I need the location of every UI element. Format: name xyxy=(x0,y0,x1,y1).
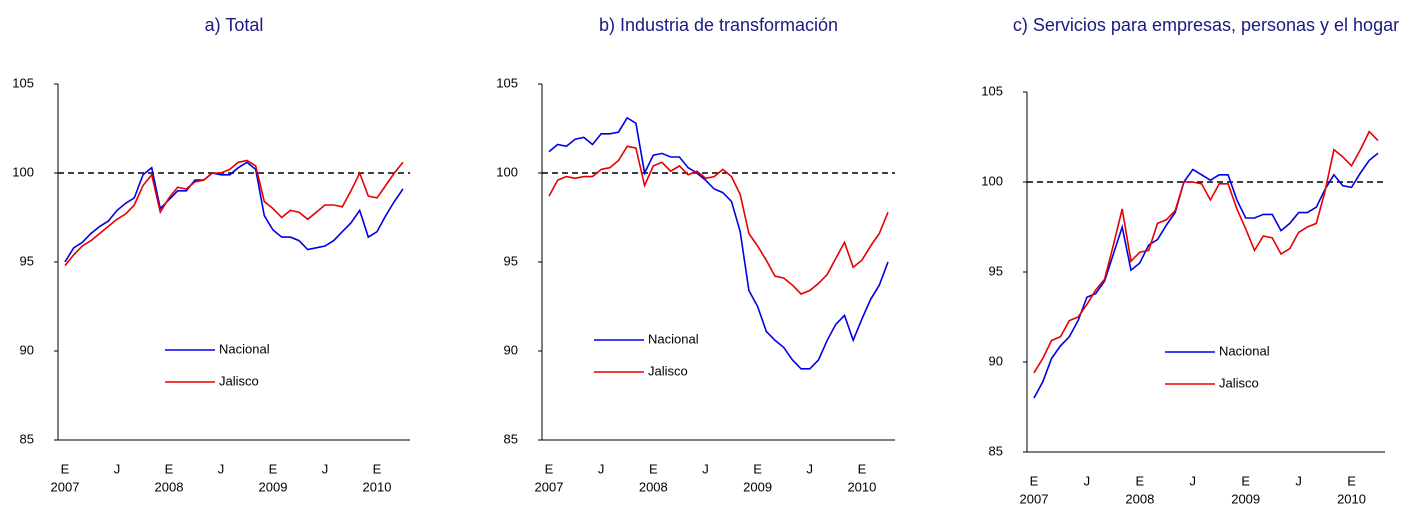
legend-label: Jalisco xyxy=(219,373,259,388)
x-tick-label: E xyxy=(1241,473,1250,488)
chart-title: c) Servicios para empresas, personas y e… xyxy=(1012,15,1400,35)
y-tick-label: 105 xyxy=(981,83,1003,98)
x-year-label: 2010 xyxy=(847,479,876,494)
x-tick-label: E xyxy=(1136,473,1145,488)
y-tick-label: 85 xyxy=(989,443,1003,458)
x-tick-label: J xyxy=(218,461,225,476)
x-tick-label: J xyxy=(322,461,329,476)
series-line xyxy=(548,116,889,370)
x-tick-label: E xyxy=(61,461,70,476)
chart-title: a) Total xyxy=(204,15,264,35)
x-year-label: 2007 xyxy=(1020,491,1049,506)
x-year-label: 2008 xyxy=(639,479,668,494)
y-tick-label: 95 xyxy=(504,253,518,268)
y-tick-label: 90 xyxy=(504,342,518,357)
x-tick-label: E xyxy=(1347,473,1356,488)
y-tick-label: 105 xyxy=(496,75,518,90)
x-tick-label: J xyxy=(807,461,814,476)
y-tick-label: 85 xyxy=(20,431,34,446)
y-tick-label: 90 xyxy=(20,342,34,357)
x-year-label: 2010 xyxy=(1337,491,1366,506)
x-tick-label: E xyxy=(545,461,554,476)
x-tick-label: J xyxy=(1084,473,1091,488)
series-line xyxy=(548,145,889,295)
x-tick-label: E xyxy=(858,461,867,476)
y-tick-label: 105 xyxy=(12,75,34,90)
x-tick-label: E xyxy=(1030,473,1039,488)
x-tick-label: J xyxy=(702,461,709,476)
x-tick-label: E xyxy=(165,461,174,476)
x-year-label: 2009 xyxy=(1231,491,1260,506)
series-line xyxy=(64,159,404,267)
x-year-label: 2008 xyxy=(1125,491,1154,506)
y-tick-label: 85 xyxy=(504,431,518,446)
x-year-label: 2007 xyxy=(535,479,564,494)
legend-label: Jalisco xyxy=(648,363,688,378)
x-year-label: 2007 xyxy=(51,479,80,494)
series-line xyxy=(1033,152,1379,399)
x-tick-label: J xyxy=(598,461,605,476)
series-line xyxy=(1033,130,1379,374)
x-tick-label: J xyxy=(114,461,121,476)
y-tick-label: 95 xyxy=(989,263,1003,278)
legend-label: Nacional xyxy=(648,331,699,346)
y-tick-label: 90 xyxy=(989,353,1003,368)
legend-label: Nacional xyxy=(219,341,270,356)
series-line xyxy=(64,161,404,263)
x-tick-label: E xyxy=(269,461,278,476)
chart-title: b) Industria de transformación xyxy=(598,15,839,35)
x-tick-label: E xyxy=(649,461,658,476)
legend-label: Nacional xyxy=(1219,343,1270,358)
y-tick-label: 95 xyxy=(20,253,34,268)
x-tick-label: E xyxy=(373,461,382,476)
x-year-label: 2009 xyxy=(743,479,772,494)
x-year-label: 2009 xyxy=(259,479,288,494)
x-tick-label: J xyxy=(1295,473,1302,488)
x-tick-label: E xyxy=(753,461,762,476)
x-tick-label: J xyxy=(1190,473,1197,488)
y-tick-label: 100 xyxy=(981,173,1003,188)
legend-label: Jalisco xyxy=(1219,375,1259,390)
y-tick-label: 100 xyxy=(496,164,518,179)
y-tick-label: 100 xyxy=(12,164,34,179)
x-year-label: 2008 xyxy=(155,479,184,494)
x-year-label: 2010 xyxy=(363,479,392,494)
